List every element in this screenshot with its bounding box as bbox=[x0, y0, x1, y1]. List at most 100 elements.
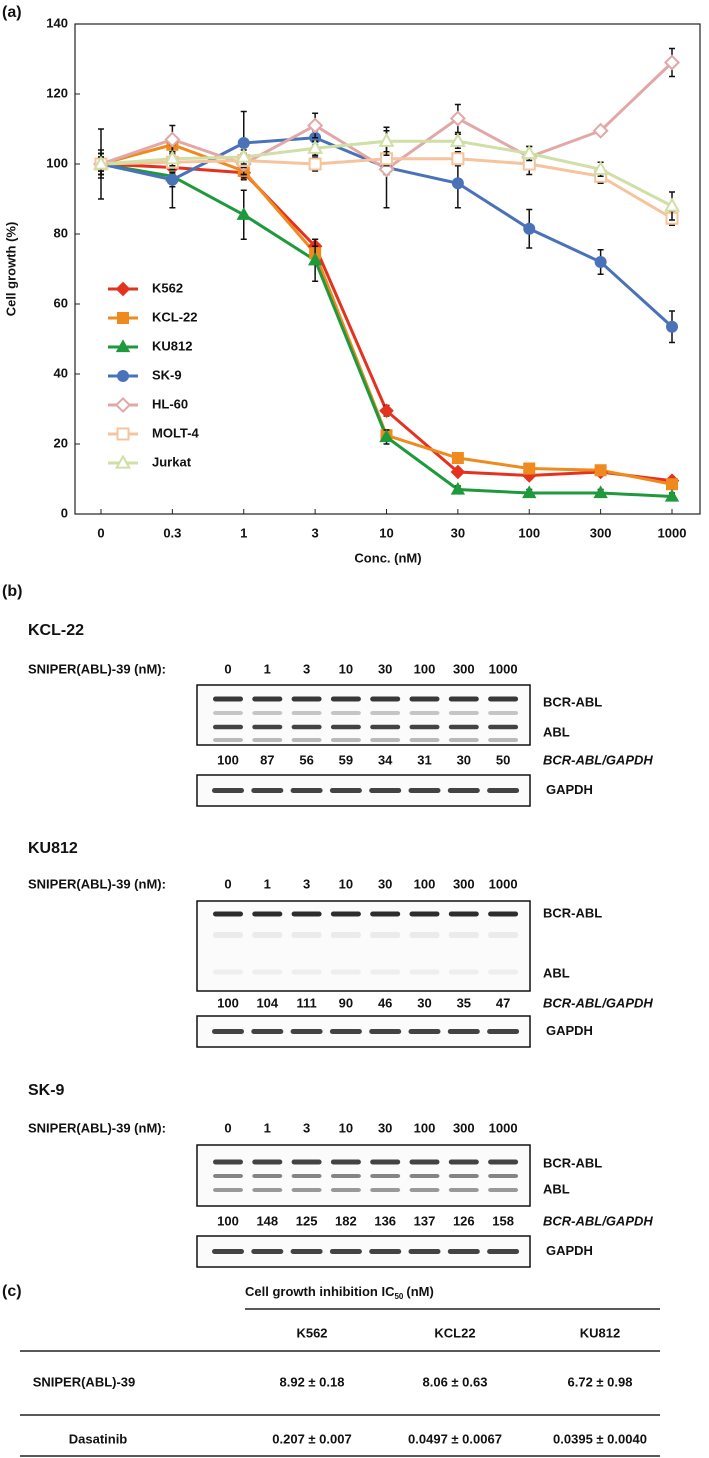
conc-label: SNIPER(ABL)-39 (nM): bbox=[28, 661, 166, 676]
x-tick-label: 0 bbox=[97, 525, 104, 540]
band bbox=[291, 969, 322, 975]
band bbox=[369, 1029, 402, 1034]
y-tick-label: 0 bbox=[61, 505, 68, 520]
band bbox=[213, 696, 243, 702]
legend-label: SK-9 bbox=[152, 367, 182, 382]
band bbox=[488, 1159, 519, 1165]
band bbox=[330, 932, 361, 938]
band bbox=[487, 788, 520, 793]
data-point bbox=[379, 429, 394, 443]
band bbox=[329, 1029, 362, 1034]
column-header: K562 bbox=[296, 1325, 327, 1340]
band bbox=[488, 932, 519, 938]
ratio-value: 111 bbox=[296, 995, 316, 1010]
band bbox=[291, 1159, 322, 1165]
band bbox=[290, 1249, 323, 1254]
data-point bbox=[664, 488, 680, 502]
band bbox=[252, 1188, 283, 1192]
table-cell: 6.72 ± 0.98 bbox=[568, 1374, 633, 1389]
legend-marker bbox=[116, 427, 130, 441]
data-point bbox=[449, 132, 466, 147]
ratio-label: BCR-ABL/GAPDH bbox=[543, 995, 653, 1010]
band bbox=[330, 738, 361, 742]
legend-label: HL-60 bbox=[152, 396, 188, 411]
conc-value: 0 bbox=[224, 876, 231, 891]
band bbox=[488, 711, 519, 715]
band bbox=[370, 969, 401, 975]
band bbox=[409, 696, 440, 702]
conc-value: 100 bbox=[414, 1120, 436, 1135]
ratio-value: 137 bbox=[414, 1213, 436, 1228]
data-point bbox=[451, 452, 464, 464]
conc-label: SNIPER(ABL)-39 (nM): bbox=[28, 1120, 166, 1135]
band bbox=[370, 932, 401, 938]
band bbox=[213, 738, 243, 742]
conc-value: 3 bbox=[303, 876, 310, 891]
column-header: KU812 bbox=[580, 1325, 620, 1340]
band bbox=[448, 711, 479, 715]
band-label: ABL bbox=[543, 965, 570, 980]
band bbox=[213, 724, 243, 730]
band bbox=[447, 1249, 480, 1254]
loading-frame bbox=[196, 774, 531, 807]
band bbox=[212, 788, 244, 793]
conc-value: 300 bbox=[453, 661, 475, 676]
data-point bbox=[92, 155, 110, 170]
band bbox=[369, 788, 402, 793]
data-point bbox=[663, 54, 681, 71]
ratio-value: 50 bbox=[496, 752, 510, 767]
band bbox=[488, 1188, 519, 1192]
ratio-value: 30 bbox=[457, 752, 471, 767]
band bbox=[291, 696, 322, 702]
conc-value: 1000 bbox=[489, 661, 518, 676]
ratio-value: 56 bbox=[299, 752, 313, 767]
band bbox=[213, 1188, 243, 1192]
ratio-value: 125 bbox=[296, 1213, 318, 1228]
conc-value: 30 bbox=[378, 661, 392, 676]
ratio-value: 46 bbox=[378, 995, 392, 1010]
data-point bbox=[307, 117, 324, 134]
x-tick-label: 1000 bbox=[658, 525, 687, 540]
data-point bbox=[666, 320, 678, 333]
conc-label: SNIPER(ABL)-39 (nM): bbox=[28, 876, 166, 891]
conc-value: 300 bbox=[453, 1120, 475, 1135]
band bbox=[409, 932, 440, 938]
band bbox=[252, 724, 283, 730]
conc-value: 10 bbox=[339, 876, 353, 891]
band bbox=[291, 724, 322, 730]
legend-marker bbox=[117, 312, 129, 324]
data-point bbox=[379, 403, 394, 419]
band bbox=[330, 911, 361, 917]
band bbox=[251, 1029, 284, 1034]
legend-marker bbox=[114, 454, 132, 469]
conc-value: 100 bbox=[414, 876, 436, 891]
band bbox=[448, 932, 479, 938]
band bbox=[370, 724, 401, 730]
band bbox=[291, 932, 322, 938]
band bbox=[448, 969, 479, 975]
band-label: BCR-ABL bbox=[543, 694, 602, 709]
data-point bbox=[308, 157, 322, 171]
y-tick-label: 100 bbox=[46, 155, 68, 170]
data-point bbox=[164, 150, 181, 165]
band bbox=[409, 1188, 440, 1192]
band bbox=[370, 696, 401, 702]
conc-value: 0 bbox=[224, 661, 231, 676]
conc-value: 0 bbox=[224, 1120, 231, 1135]
ratio-value: 104 bbox=[256, 995, 278, 1010]
band bbox=[252, 738, 283, 742]
data-point bbox=[594, 256, 607, 268]
table-cell: 0.0395 ± 0.0040 bbox=[553, 1431, 647, 1446]
band bbox=[213, 1174, 243, 1178]
x-tick-label: 100 bbox=[518, 525, 540, 540]
y-tick-label: 120 bbox=[46, 85, 68, 100]
header-unit: (nM) bbox=[406, 1284, 433, 1299]
band bbox=[488, 724, 519, 730]
table-cell: 8.06 ± 0.63 bbox=[423, 1374, 488, 1389]
data-point bbox=[378, 161, 395, 178]
band-label: BCR-ABL bbox=[543, 905, 602, 920]
data-point bbox=[522, 485, 537, 499]
band bbox=[448, 1188, 479, 1192]
